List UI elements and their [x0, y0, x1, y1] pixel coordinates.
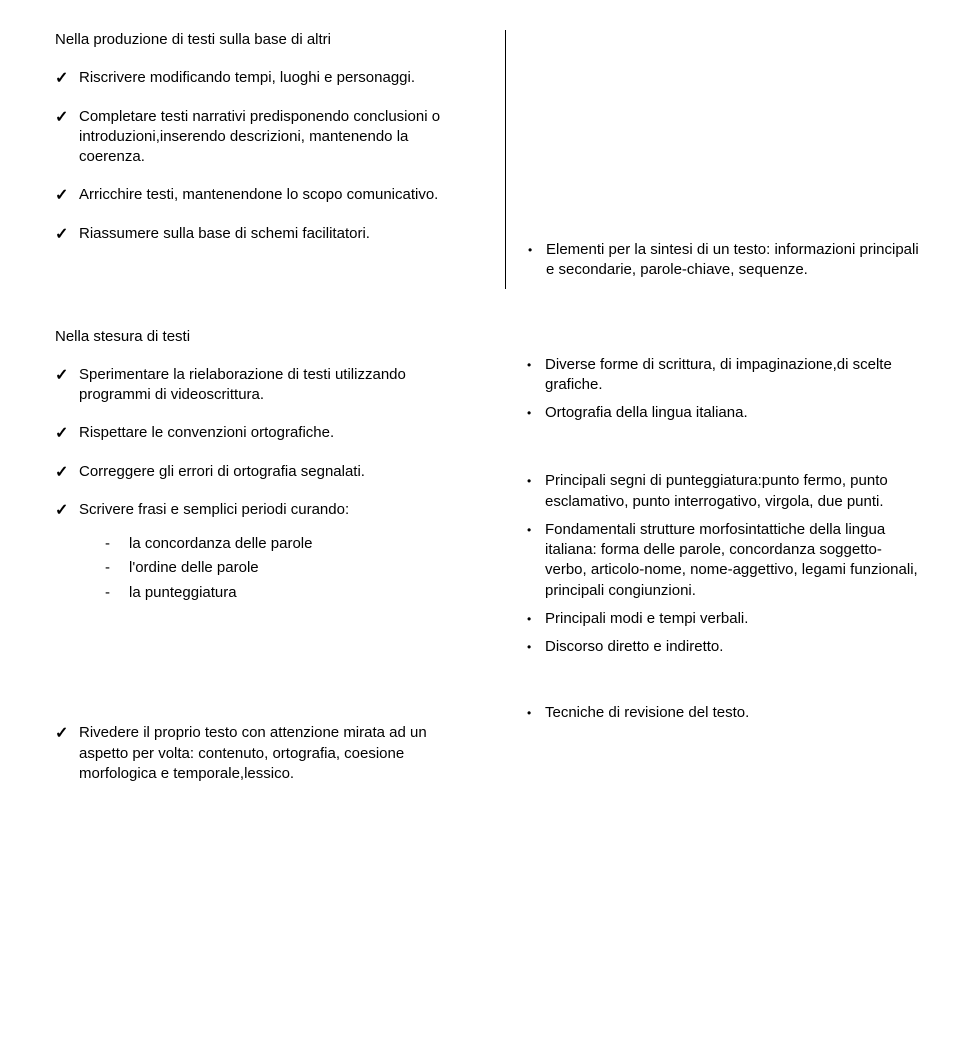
- bullet-item: Principali modi e tempi verbali.: [523, 609, 920, 629]
- bullet-list: Tecniche di revisione del testo.: [523, 703, 920, 723]
- check-item: Sperimentare la rielaborazione di testi …: [55, 365, 465, 406]
- section-heading: Nella produzione di testi sulla base di …: [55, 30, 465, 50]
- bullet-item: Elementi per la sintesi di un testo: inf…: [524, 240, 920, 281]
- sub-item: l'ordine delle parole: [79, 558, 465, 578]
- checklist: Rivedere il proprio testo con attenzione…: [55, 723, 465, 784]
- bullet-list: Elementi per la sintesi di un testo: inf…: [524, 240, 920, 281]
- checklist: Riscrivere modificando tempi, luoghi e p…: [55, 68, 465, 244]
- section-heading: Nella stesura di testi: [55, 327, 465, 347]
- section-stesura-testi: Nella stesura di testi Sperimentare la r…: [55, 327, 920, 666]
- bullet-list: Principali segni di punteggiatura:punto …: [523, 471, 920, 657]
- page-root: Nella produzione di testi sulla base di …: [55, 30, 920, 784]
- check-item: Scrivere frasi e semplici periodi curand…: [55, 500, 465, 603]
- left-column: Rivedere il proprio testo con attenzione…: [55, 703, 475, 784]
- check-item: Correggere gli errori di ortografia segn…: [55, 462, 465, 482]
- check-item: Rivedere il proprio testo con attenzione…: [55, 723, 465, 784]
- right-block: Principali segni di punteggiatura:punto …: [523, 471, 920, 657]
- check-item: Riscrivere modificando tempi, luoghi e p…: [55, 68, 465, 88]
- bullet-list: Diverse forme di scrittura, di impaginaz…: [523, 355, 920, 424]
- sub-item: la punteggiatura: [79, 583, 465, 603]
- bullet-item: Principali segni di punteggiatura:punto …: [523, 471, 920, 512]
- two-column-layout: Nella produzione di testi sulla base di …: [55, 30, 920, 289]
- sub-item: la concordanza delle parole: [79, 534, 465, 554]
- right-block: Diverse forme di scrittura, di impaginaz…: [523, 355, 920, 424]
- check-item: Riassumere sulla base di schemi facilita…: [55, 224, 465, 244]
- two-column-layout: Rivedere il proprio testo con attenzione…: [55, 703, 920, 784]
- right-column: Tecniche di revisione del testo.: [505, 703, 920, 731]
- check-item-text: Scrivere frasi e semplici periodi curand…: [79, 501, 349, 518]
- bullet-item: Fondamentali strutture morfosintattiche …: [523, 520, 920, 601]
- check-item: Arricchire testi, mantenendone lo scopo …: [55, 185, 465, 205]
- section-produzione-testi: Nella produzione di testi sulla base di …: [55, 30, 920, 289]
- check-item: Completare testi narrativi predisponendo…: [55, 107, 465, 168]
- bullet-item: Ortografia della lingua italiana.: [523, 403, 920, 423]
- right-column: Elementi per la sintesi di un testo: inf…: [505, 30, 920, 289]
- left-column: Nella stesura di testi Sperimentare la r…: [55, 327, 475, 607]
- check-item: Rispettare le convenzioni ortografiche.: [55, 423, 465, 443]
- left-column: Nella produzione di testi sulla base di …: [55, 30, 475, 244]
- section-revisione: Rivedere il proprio testo con attenzione…: [55, 703, 920, 784]
- bullet-item: Tecniche di revisione del testo.: [523, 703, 920, 723]
- right-column: Diverse forme di scrittura, di impaginaz…: [505, 327, 920, 666]
- bullet-item: Discorso diretto e indiretto.: [523, 637, 920, 657]
- bullet-item: Diverse forme di scrittura, di impaginaz…: [523, 355, 920, 396]
- checklist: Sperimentare la rielaborazione di testi …: [55, 365, 465, 603]
- two-column-layout: Nella stesura di testi Sperimentare la r…: [55, 327, 920, 666]
- dash-sublist: la concordanza delle parole l'ordine del…: [79, 534, 465, 603]
